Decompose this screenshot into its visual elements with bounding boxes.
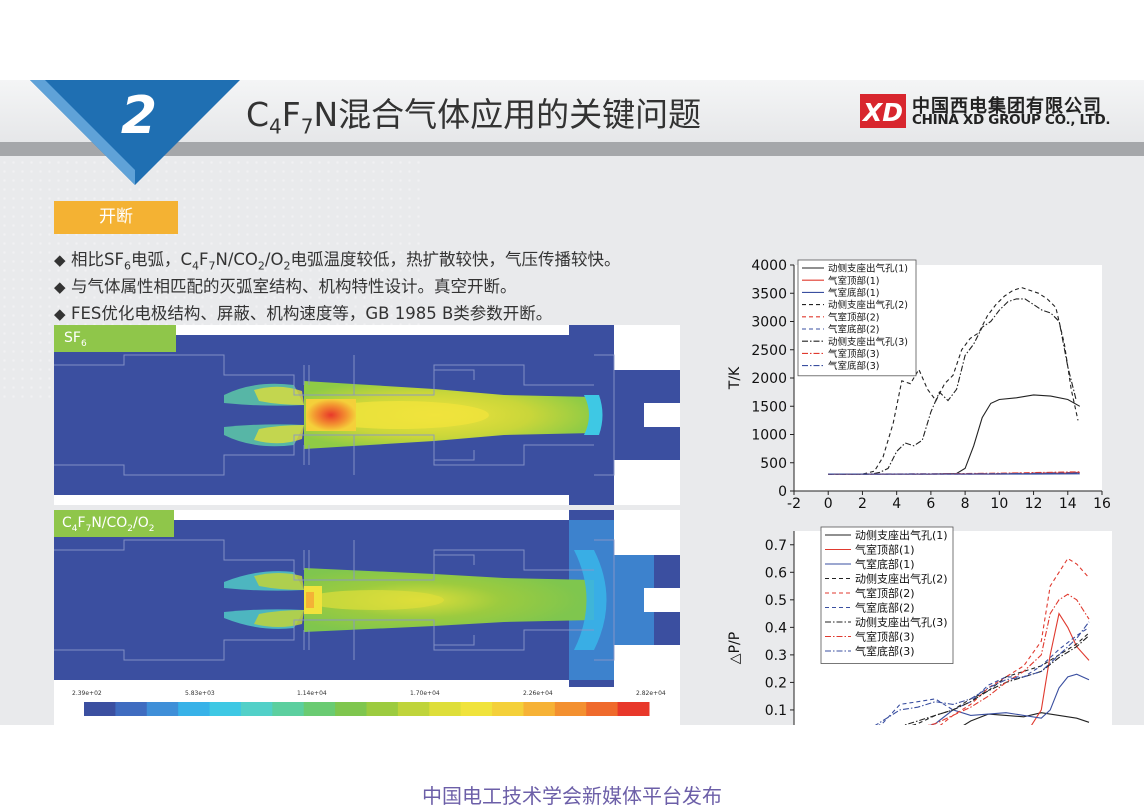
legend-label: 气室底部(2)	[855, 601, 915, 615]
bullet-item: ◆相比SF6电弧，C4F7N/CO2/O2电弧温度较低，热扩散较快，气压传播较快…	[54, 246, 620, 272]
x-tick-label: 0	[824, 496, 833, 512]
diamond-bullet-icon: ◆	[54, 305, 71, 323]
footer-caption: 中国电工技术学会新媒体平台发布	[0, 780, 1144, 809]
bullet-item: ◆FES优化电极结构、屏蔽、机构速度等，GB 1985 B类参数开断。	[54, 300, 552, 324]
colorbar-swatch	[367, 702, 399, 716]
y-tick-label: 3000	[751, 315, 787, 331]
colorbar-swatch	[461, 702, 493, 716]
x-tick-label: -2	[787, 496, 801, 512]
legend-label: 气室顶部(3)	[828, 348, 879, 360]
y-tick-label: 0.6	[765, 565, 787, 581]
legend-label: 气室底部(3)	[855, 644, 915, 658]
colorbar-tick: 1.14e+04	[297, 690, 327, 697]
panel-label: SF6	[54, 325, 176, 352]
y-tick-label: 2000	[751, 371, 787, 387]
colorbar-swatch	[210, 702, 242, 716]
legend-label: 动侧支座出气孔(3)	[855, 615, 948, 629]
y-tick-label: 0.3	[765, 648, 787, 664]
y-axis-label: T/K	[727, 366, 743, 390]
y-tick-label: 500	[760, 456, 787, 472]
y-tick-label: 0.2	[765, 675, 787, 691]
y-tick-label: 0.7	[765, 538, 787, 554]
colorbar-swatch	[178, 702, 210, 716]
bullet-item: ◆与气体属性相匹配的灭弧室结构、机构特性设计。真空开断。	[54, 273, 517, 297]
colorbar-swatch	[618, 702, 650, 716]
logo-english-name: CHINA XD GROUP CO., LTD.	[912, 112, 1110, 128]
colorbar-swatch	[241, 702, 273, 716]
colorbar-ticks: 2.39e+02 5.83e+03 1.14e+04 1.70e+04 2.26…	[54, 690, 680, 700]
legend-label: 气室顶部(1)	[855, 543, 915, 557]
c4f7n-temperature-field: C4F7N/CO2/O2	[54, 510, 680, 690]
legend-label: 动侧支座出气孔(3)	[828, 336, 908, 348]
y-tick-label: 1000	[751, 428, 787, 444]
colorbar-tick: 5.83e+03	[185, 690, 215, 697]
y-tick-label: 1500	[751, 399, 787, 415]
y-tick-label: 0.4	[765, 620, 787, 636]
colorbar-swatches	[54, 700, 680, 724]
x-tick-label: 10	[990, 496, 1008, 512]
svg-text:XD: XD	[861, 98, 903, 127]
xd-logo-icon: XD	[860, 92, 906, 130]
colorbar-swatch	[555, 702, 587, 716]
x-tick-label: 14	[1059, 496, 1077, 512]
x-tick-label: 4	[892, 496, 901, 512]
colorbar-swatch	[84, 702, 116, 716]
company-logo: XD 中国西电集团有限公司 CHINA XD GROUP CO., LTD.	[860, 92, 1130, 132]
colorbar-swatch	[429, 702, 461, 716]
panel-label: C4F7N/CO2/O2	[54, 510, 174, 537]
y-axis-label: △P/P	[727, 632, 743, 664]
y-tick-label: 2500	[751, 343, 787, 359]
legend-label: 气室底部(1)	[855, 557, 915, 571]
y-tick-label: 4000	[751, 258, 787, 274]
section-number: 2	[114, 86, 164, 146]
sf6-temperature-field: SF6	[54, 325, 680, 505]
y-tick-label: 0	[778, 484, 787, 500]
slide-title: C4F7N混合气体应用的关键问题	[246, 88, 701, 139]
legend-label: 气室底部(1)	[828, 287, 879, 299]
colorbar-swatch	[304, 702, 336, 716]
colorbar-tick: 2.82e+04	[636, 690, 666, 697]
colorbar-swatch	[147, 702, 179, 716]
colorbar-swatch	[586, 702, 618, 716]
y-tick-label: 3500	[751, 286, 787, 302]
legend-label: 气室顶部(1)	[828, 275, 879, 287]
legend-label: 气室顶部(2)	[855, 586, 915, 600]
x-tick-label: 6	[926, 496, 935, 512]
sf6-field-image	[54, 325, 680, 505]
colorbar-swatch	[272, 702, 304, 716]
diamond-bullet-icon: ◆	[54, 278, 71, 296]
legend-label: 动侧支座出气孔(2)	[828, 299, 908, 311]
x-tick-label: 2	[858, 496, 867, 512]
y-tick-label: 0.5	[765, 593, 787, 609]
x-tick-label: 8	[961, 496, 970, 512]
colorbar-swatch	[115, 702, 147, 716]
legend-label: 气室底部(2)	[828, 324, 879, 336]
slide: 2 C4F7N混合气体应用的关键问题 XD 中国西电集团有限公司 CHINA X…	[0, 80, 1144, 725]
legend-label: 气室顶部(2)	[828, 311, 879, 323]
legend-label: 气室底部(3)	[828, 360, 879, 372]
colorbar-tick: 2.26e+04	[523, 690, 553, 697]
diamond-bullet-icon: ◆	[54, 251, 71, 269]
colorbar-swatch	[523, 702, 555, 716]
x-tick-label: 12	[1025, 496, 1043, 512]
legend-label: 动侧支座出气孔(2)	[855, 572, 948, 586]
y-tick-label: 0.1	[765, 703, 787, 719]
colorbar-swatch	[335, 702, 367, 716]
temperature-colorbar: 2.39e+02 5.83e+03 1.14e+04 1.70e+04 2.26…	[54, 687, 680, 725]
legend-label: 动侧支座出气孔(1)	[828, 263, 908, 275]
colorbar-swatch	[398, 702, 430, 716]
colorbar-swatch	[492, 702, 524, 716]
colorbar-tick: 2.39e+02	[72, 690, 102, 697]
colorbar-tick: 1.70e+04	[410, 690, 440, 697]
legend-label: 气室顶部(3)	[855, 630, 915, 644]
legend-label: 动侧支座出气孔(1)	[855, 528, 948, 542]
topic-tag: 开断	[54, 201, 178, 234]
x-tick-label: 16	[1093, 496, 1111, 512]
